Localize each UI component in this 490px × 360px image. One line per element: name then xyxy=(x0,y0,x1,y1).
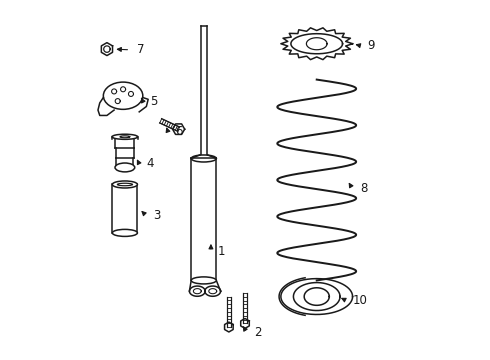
Text: 7: 7 xyxy=(137,43,145,56)
Bar xyxy=(191,158,216,280)
Ellipse shape xyxy=(112,134,138,139)
Text: 10: 10 xyxy=(353,294,368,307)
Text: 2: 2 xyxy=(254,326,262,339)
Ellipse shape xyxy=(103,82,143,109)
Text: 8: 8 xyxy=(360,183,367,195)
Text: 4: 4 xyxy=(147,157,154,170)
Ellipse shape xyxy=(112,181,137,188)
Ellipse shape xyxy=(115,163,135,172)
Ellipse shape xyxy=(112,229,137,237)
Text: 5: 5 xyxy=(150,95,157,108)
Text: 9: 9 xyxy=(367,39,374,52)
Text: 3: 3 xyxy=(153,210,161,222)
Ellipse shape xyxy=(191,277,216,284)
Bar xyxy=(112,184,137,233)
Ellipse shape xyxy=(191,155,216,162)
Text: 6: 6 xyxy=(175,125,183,138)
Text: 1: 1 xyxy=(218,245,225,258)
